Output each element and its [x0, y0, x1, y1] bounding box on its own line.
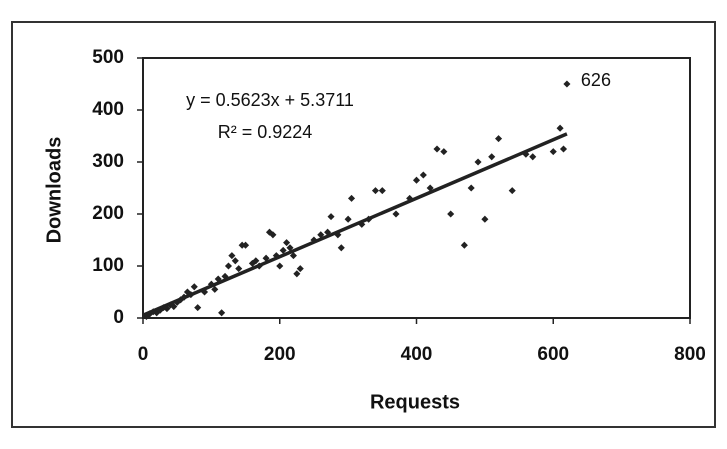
x-tick-label: 400 — [401, 344, 433, 365]
r-squared: R² = 0.9224 — [218, 122, 313, 142]
data-point — [495, 135, 503, 143]
data-point — [378, 187, 386, 195]
y-axis-title: Downloads — [43, 137, 65, 244]
data-point — [426, 184, 434, 192]
data-point — [433, 145, 441, 153]
chart-frame — [11, 21, 716, 428]
data-point — [310, 236, 318, 244]
data-point — [272, 252, 280, 260]
data-point — [563, 80, 571, 88]
y-tick-label: 300 — [92, 151, 124, 172]
data-point — [344, 215, 352, 223]
data-point — [269, 231, 277, 239]
data-point — [365, 215, 373, 223]
data-point — [286, 244, 294, 252]
data-point — [412, 176, 421, 184]
data-point — [392, 210, 400, 218]
data-point — [406, 194, 414, 202]
data-point — [440, 148, 448, 156]
data-point — [218, 309, 226, 317]
data-point — [190, 283, 198, 291]
data-point — [488, 153, 496, 161]
data-point — [180, 293, 188, 301]
data-point — [460, 241, 468, 249]
x-tick-label: 600 — [537, 344, 569, 365]
data-point — [279, 246, 287, 254]
data-point — [508, 187, 516, 195]
data-point — [529, 153, 537, 161]
data-point — [255, 262, 263, 270]
data-point — [201, 288, 209, 296]
data-point — [194, 304, 202, 312]
data-point — [228, 252, 236, 260]
data-point — [556, 124, 564, 132]
data-point — [317, 231, 325, 239]
data-point — [348, 194, 356, 202]
x-tick-label: 200 — [264, 344, 296, 365]
x-tick-label: 800 — [674, 344, 706, 365]
data-point — [337, 244, 345, 252]
data-point — [474, 158, 482, 166]
data-point — [187, 291, 195, 299]
data-point — [447, 210, 455, 218]
data-point — [224, 262, 233, 270]
data-point — [334, 231, 342, 239]
data-point — [371, 187, 380, 195]
data-point — [327, 213, 335, 221]
data-point — [276, 262, 284, 270]
data-point — [296, 265, 304, 273]
data-point — [358, 220, 366, 228]
data-point — [289, 252, 297, 260]
data-point — [293, 270, 301, 278]
data-point — [170, 303, 178, 311]
y-tick-label: 500 — [92, 47, 124, 68]
data-point — [419, 171, 427, 179]
data-point — [283, 239, 291, 247]
trend-equation: y = 0.5623x + 5.3711 — [186, 90, 354, 110]
data-point — [252, 257, 260, 265]
data-point — [221, 272, 229, 280]
data-point — [207, 280, 215, 288]
x-axis-title: Requests — [370, 391, 460, 413]
data-point — [467, 184, 475, 192]
trendline — [142, 132, 568, 317]
data-point — [242, 241, 250, 249]
y-tick-label: 200 — [92, 203, 124, 224]
data-point — [549, 148, 557, 156]
data-point — [559, 145, 568, 153]
data-point — [211, 285, 219, 293]
data-point — [231, 257, 239, 265]
y-tick-label: 100 — [92, 255, 124, 276]
y-tick-label: 400 — [92, 99, 124, 120]
x-tick-label: 0 — [138, 344, 149, 365]
data-point — [522, 150, 530, 158]
data-point — [324, 228, 332, 236]
y-tick-label: 0 — [113, 307, 124, 328]
point-annotation: 626 — [581, 70, 611, 90]
data-point — [481, 215, 489, 223]
data-point — [214, 275, 222, 283]
data-point — [235, 265, 243, 273]
